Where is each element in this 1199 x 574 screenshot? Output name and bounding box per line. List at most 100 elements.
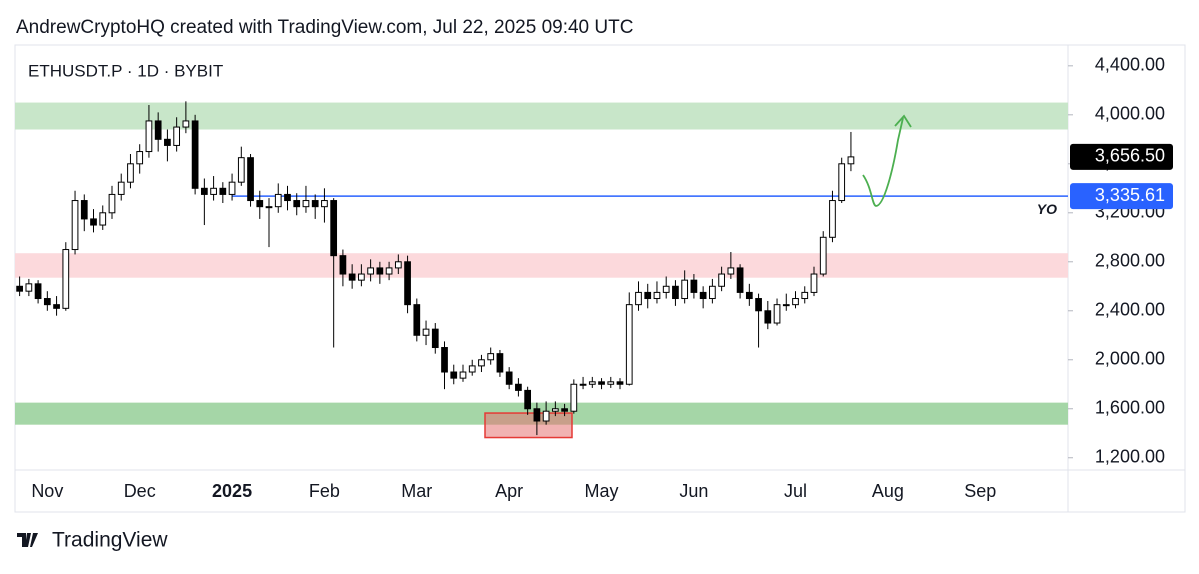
candle-body: [478, 359, 485, 367]
candle-body: [755, 298, 762, 312]
candle-body: [348, 273, 356, 281]
chart-frame: [14, 44, 1186, 513]
candle-body: [829, 200, 836, 238]
candle-body: [62, 249, 70, 309]
candle-body: [385, 267, 393, 275]
y-tick-label: 2,400.00: [1095, 300, 1165, 320]
candle-body: [681, 279, 689, 300]
candle-body: [773, 304, 781, 324]
candle-body: [376, 267, 384, 275]
candle-body: [80, 200, 88, 220]
y-tick-label: 1,600.00: [1095, 398, 1165, 418]
candle-body: [515, 383, 522, 391]
candle-body: [672, 285, 679, 300]
brand: TradingView: [52, 529, 168, 552]
last-price-label: 3,656.50: [1095, 146, 1165, 166]
candle-body: [736, 267, 744, 293]
x-tick-label: Jun: [679, 481, 708, 501]
candle-body: [810, 273, 818, 293]
x-tick-label: Dec: [124, 481, 156, 501]
candle-body: [607, 381, 615, 385]
candle-body: [321, 200, 328, 208]
candle-body: [801, 291, 809, 300]
y-tick-label: 4,400.00: [1095, 55, 1165, 75]
box: [484, 412, 573, 439]
candle-body: [644, 291, 652, 300]
candle-body: [302, 200, 310, 208]
hline-price-label: 3,335.61: [1095, 185, 1165, 205]
candle-body: [542, 410, 550, 422]
candle-body: [413, 304, 421, 336]
candle-body: [182, 120, 190, 128]
candle-body: [718, 273, 725, 287]
candle-body: [487, 353, 495, 361]
candle-body: [468, 365, 476, 373]
candle-body: [117, 181, 125, 195]
candle-body: [838, 163, 846, 202]
logo: [17, 533, 38, 547]
candle-body: [127, 163, 134, 183]
candle-body: [653, 291, 661, 300]
hline-price-tag: [1070, 183, 1173, 210]
candle-body: [284, 193, 291, 202]
candle-body: [422, 328, 430, 336]
y-tick-label: 4,000.00: [1095, 104, 1165, 124]
candle-body: [191, 120, 199, 189]
candle-body: [404, 261, 411, 306]
candle-body: [247, 157, 254, 202]
candle-body: [90, 218, 97, 226]
candle-body: [847, 156, 855, 165]
candle-body: [210, 187, 217, 195]
candle-body: [237, 157, 245, 183]
candle-body: [588, 381, 596, 385]
candle-body: [745, 291, 753, 300]
zone: [15, 253, 1068, 278]
x-tick-label: Sep: [964, 481, 996, 501]
candle-body: [505, 371, 513, 385]
candle-body: [727, 267, 735, 275]
candle-body: [228, 181, 236, 195]
candle-body: [709, 285, 716, 300]
header: AndrewCryptoHQ created with TradingView.…: [16, 17, 633, 38]
candle-body: [570, 383, 578, 412]
last-price-tag: [1070, 143, 1173, 170]
y-tick-label: 2,800.00: [1095, 251, 1165, 271]
candle-body: [524, 389, 532, 410]
candle-body: [635, 291, 642, 306]
candle-body: [34, 283, 42, 300]
candle-body: [616, 381, 624, 385]
x-tick-label: Jul: [784, 481, 807, 501]
candle-body: [200, 187, 208, 195]
candle-body: [293, 200, 301, 208]
candle-body: [367, 267, 374, 275]
candle-body: [450, 371, 458, 379]
candle-body: [71, 200, 79, 251]
candle-body: [764, 310, 772, 324]
candle-body: [394, 261, 402, 269]
candle-body: [53, 304, 60, 309]
candle-body: [16, 285, 23, 292]
candle-body: [219, 187, 227, 195]
candle-body: [339, 255, 347, 275]
plot: [15, 101, 1068, 439]
x-tick-label: Mar: [401, 481, 432, 501]
candle-body: [43, 298, 51, 306]
candle-body: [598, 381, 605, 385]
candle-body: [358, 273, 365, 281]
zone: [15, 102, 1068, 130]
candle-body: [311, 200, 319, 208]
candle-body: [533, 408, 541, 422]
candle-body: [819, 236, 827, 275]
drawn-arrow: [862, 117, 904, 207]
candle-body: [154, 120, 162, 140]
candle-body: [330, 200, 338, 257]
candle-body: [792, 298, 799, 306]
candle-body: [579, 383, 587, 386]
y-tick-label: 2,000.00: [1095, 349, 1165, 369]
candle-body: [561, 408, 568, 412]
x-tick-label: Apr: [495, 481, 523, 501]
x-tick-label: Nov: [31, 481, 63, 501]
x-tick-label: Aug: [872, 481, 904, 501]
x-tick-label: May: [585, 481, 619, 501]
